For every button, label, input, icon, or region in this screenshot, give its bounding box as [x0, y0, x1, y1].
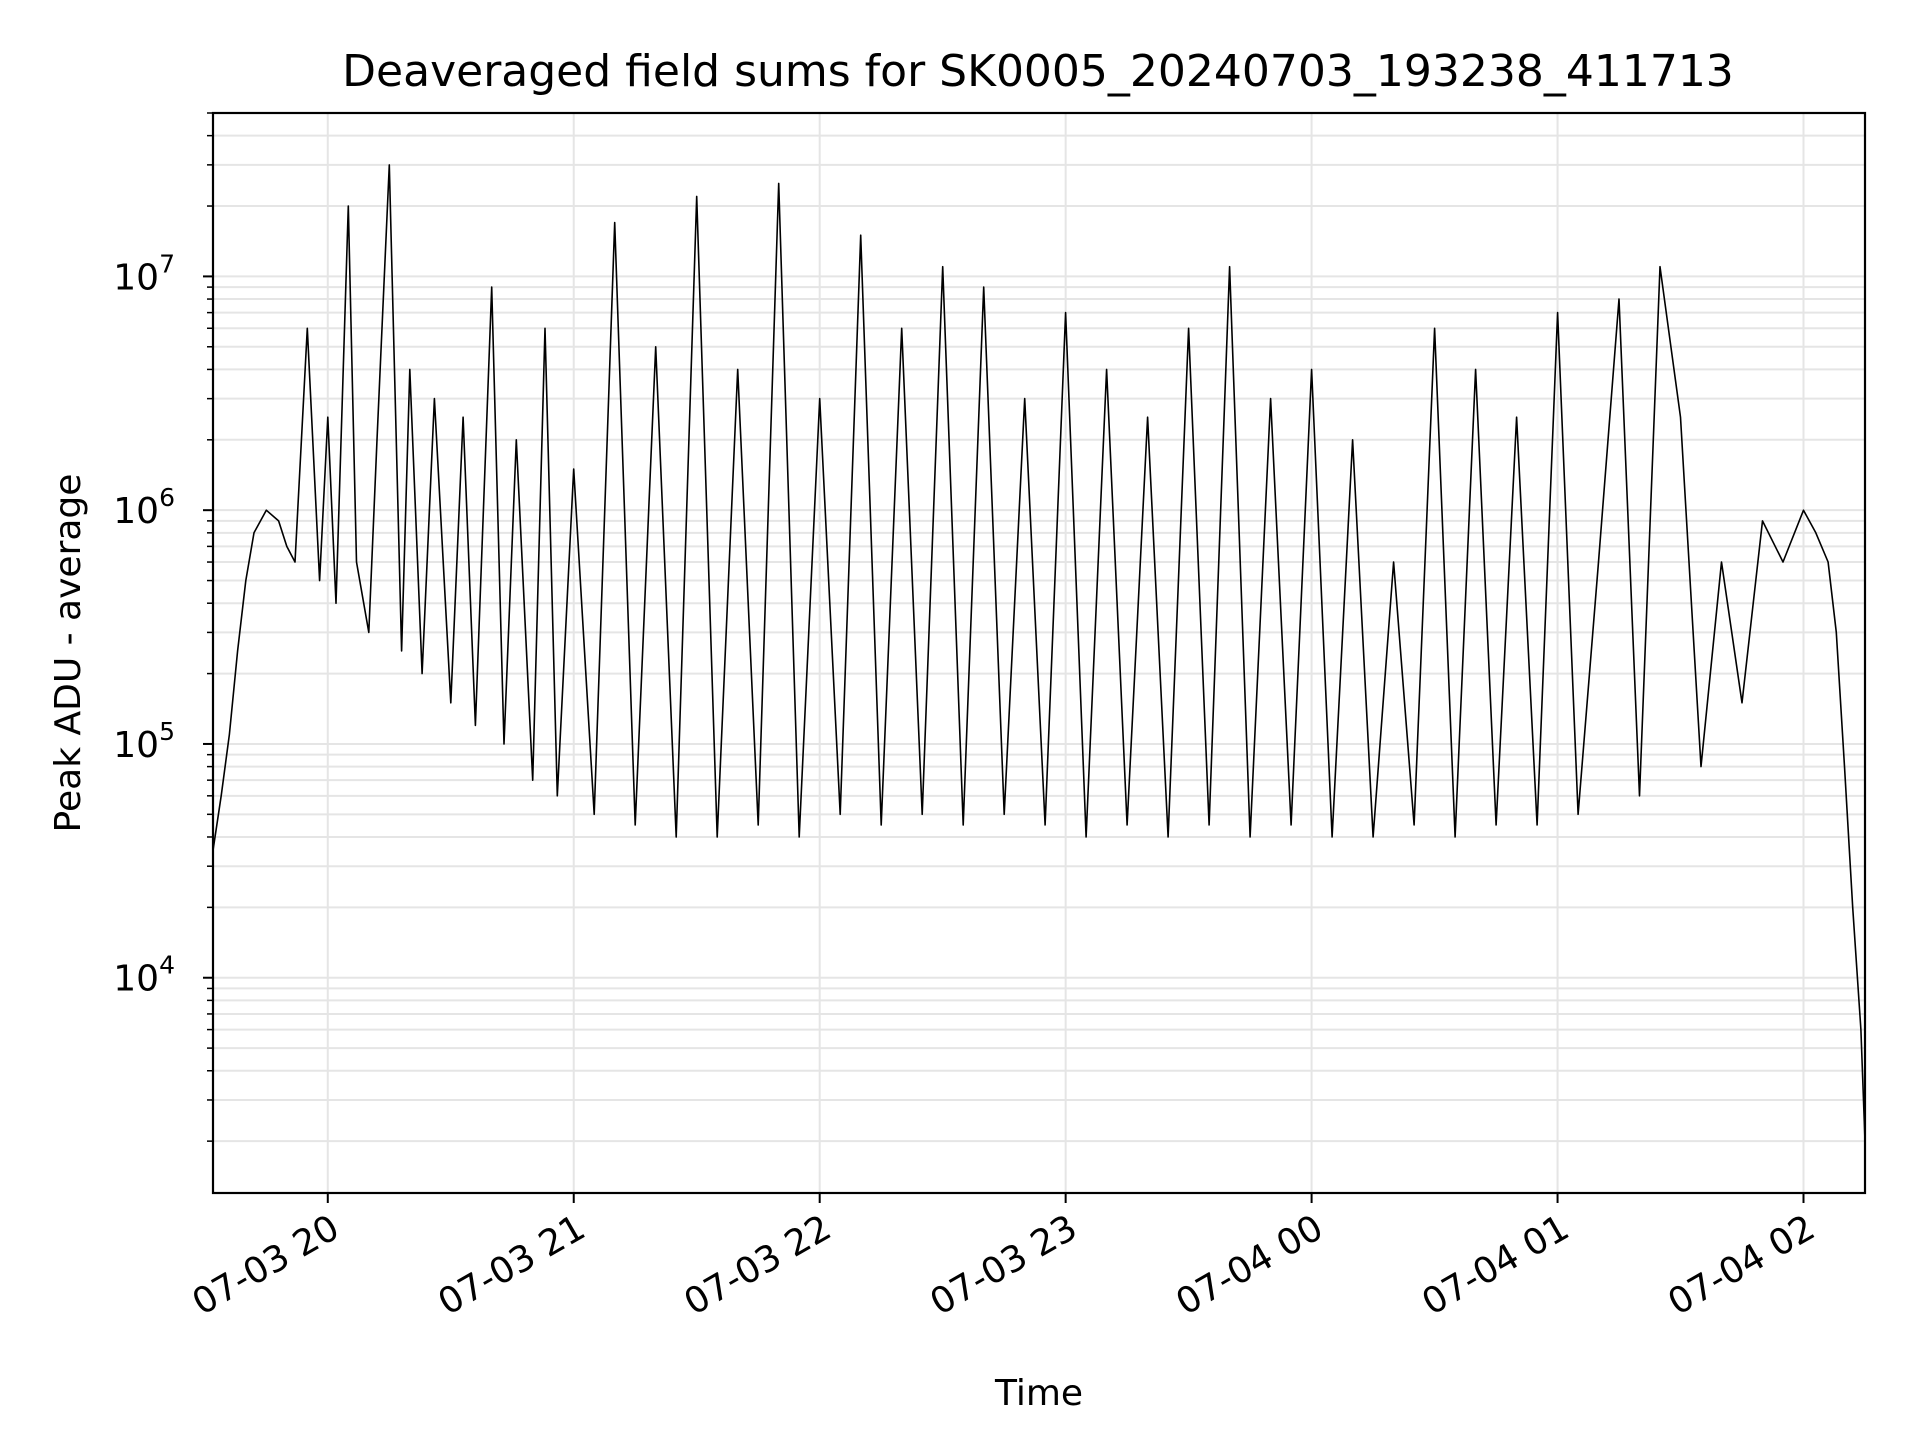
- y-tick-base: 10: [113, 491, 159, 532]
- series-line: [212, 164, 1866, 1142]
- y-tick-exponent: 5: [159, 717, 175, 746]
- y-tick-exponent: 6: [159, 483, 175, 512]
- y-tick-label: 105: [113, 717, 175, 766]
- y-tick-label: 107: [113, 249, 175, 298]
- y-tick-label: 104: [113, 951, 175, 1000]
- plot-frame: [211, 111, 1867, 1195]
- y-tick-base: 10: [113, 959, 159, 1000]
- y-tick-label: 106: [113, 483, 175, 532]
- chart-title: Deaveraged field sums for SK0005_2024070…: [342, 46, 1734, 97]
- y-axis-label: Peak ADU - average: [48, 474, 89, 833]
- y-tick-exponent: 7: [159, 249, 175, 278]
- grid: [213, 112, 1865, 1193]
- y-tick-base: 10: [113, 725, 159, 766]
- y-tick-exponent: 4: [159, 951, 175, 980]
- y-tick-base: 10: [113, 257, 159, 298]
- x-axis-label: Time: [994, 1373, 1083, 1414]
- data-series: [212, 164, 1866, 1142]
